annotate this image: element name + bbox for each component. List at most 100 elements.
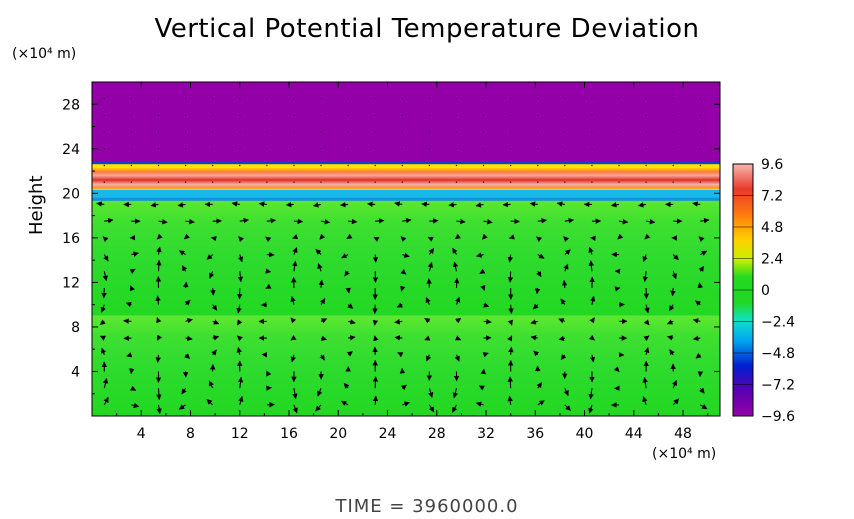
wind-vector-dot — [103, 114, 106, 117]
wind-vector — [317, 263, 323, 272]
wind-vector — [563, 263, 569, 272]
wind-vector — [402, 401, 411, 407]
wind-vector-dot — [103, 131, 106, 133]
wind-vector — [476, 252, 484, 258]
colorbar-tick-label: −9.6 — [761, 409, 795, 425]
wind-vector — [692, 201, 701, 207]
chart-title: Vertical Potential Temperature Deviation — [154, 14, 700, 44]
wind-vector — [237, 376, 244, 389]
wind-vector — [290, 317, 297, 324]
wind-vector-dot — [455, 98, 458, 100]
wind-vector — [347, 303, 354, 309]
wind-vector — [291, 260, 298, 272]
wind-vector — [644, 347, 650, 355]
wind-vector — [209, 271, 215, 279]
wind-vector-dot — [537, 98, 539, 100]
wind-vector-dot — [537, 164, 539, 167]
wind-vector-dot — [455, 114, 458, 117]
wind-vector — [668, 304, 675, 312]
wind-vector — [671, 379, 678, 389]
wind-vector — [155, 354, 161, 363]
wind-vector — [208, 380, 214, 389]
wind-vector — [178, 250, 186, 256]
wind-vector — [451, 404, 458, 413]
x-tick-label: 24 — [379, 426, 397, 442]
wind-vector — [212, 319, 220, 325]
wind-vector — [129, 268, 136, 275]
y-tick-label: 12 — [62, 275, 80, 291]
wind-vector-dot — [211, 114, 214, 117]
colorbar-tick-label: −2.4 — [761, 315, 795, 331]
wind-vector-dot — [482, 148, 485, 150]
wind-vector — [456, 218, 466, 225]
wind-vector-dot — [239, 148, 241, 150]
wind-vector — [642, 271, 649, 283]
wind-vector — [318, 279, 325, 289]
wind-vector — [345, 287, 351, 294]
wind-vector — [182, 281, 189, 289]
wind-vector — [533, 350, 540, 357]
wind-vector-dot — [320, 114, 322, 117]
wind-vector-dot — [509, 181, 512, 183]
wind-vector-dot — [184, 181, 187, 183]
y-axis-unit: (×10⁴ m) — [12, 46, 77, 62]
wind-vector — [348, 335, 356, 341]
wind-vector — [536, 270, 542, 278]
wind-vector-dot — [293, 164, 295, 167]
wind-vector — [394, 335, 403, 341]
wind-vector — [508, 346, 514, 355]
wind-vector — [617, 233, 624, 240]
wind-vector-dot — [266, 148, 268, 150]
wind-vector — [644, 304, 650, 314]
wind-vector-dot — [537, 131, 539, 133]
wind-vector — [700, 217, 710, 224]
wind-vector — [692, 335, 701, 342]
wind-vector — [530, 319, 538, 325]
wind-vector-dot — [157, 131, 160, 133]
wind-vector — [211, 349, 217, 356]
wind-vector — [532, 303, 539, 310]
wind-vector-dot — [645, 114, 647, 117]
wind-vector — [670, 287, 676, 297]
wind-vector-dot — [401, 164, 404, 167]
wind-vector-dot — [428, 98, 431, 100]
wind-vector — [452, 261, 459, 272]
wind-vector-dot — [266, 164, 268, 167]
wind-vector-dot — [184, 148, 187, 150]
field-layer-5 — [92, 82, 720, 163]
wind-vector — [536, 382, 543, 389]
wind-vector — [560, 298, 566, 305]
wind-vector — [427, 236, 434, 242]
wind-vector — [558, 335, 565, 341]
wind-vector-dot — [618, 164, 620, 167]
wind-vector — [96, 201, 105, 207]
wind-vector-dot — [211, 164, 214, 167]
wind-vector-dot — [455, 148, 458, 150]
wind-vector — [400, 269, 407, 275]
wind-vector-dot — [130, 164, 133, 167]
wind-vector — [537, 400, 545, 406]
wind-vector — [185, 218, 195, 225]
wind-vector-dot — [591, 98, 593, 100]
wind-vector — [239, 217, 249, 224]
wind-vector-dot — [320, 98, 322, 100]
wind-vector — [588, 334, 595, 341]
wind-vector-dot — [591, 148, 593, 150]
y-tick-label: 16 — [62, 231, 80, 247]
wind-vector — [101, 347, 107, 355]
wind-vector-dot — [374, 114, 376, 117]
wind-vector — [236, 346, 242, 355]
wind-vector — [424, 335, 431, 341]
wind-vector — [643, 335, 650, 342]
wind-vector — [238, 395, 244, 406]
wind-vector-dot — [401, 131, 404, 133]
colorbar-tick-label: −4.8 — [761, 346, 795, 362]
wind-vector-dot — [428, 164, 431, 167]
wind-vector — [666, 319, 674, 325]
wind-vector — [206, 254, 214, 260]
wind-vector-dot — [293, 131, 295, 133]
wind-vector — [231, 201, 240, 207]
wind-vector — [700, 403, 708, 410]
wind-vector — [150, 202, 159, 208]
wind-vector — [638, 202, 647, 208]
